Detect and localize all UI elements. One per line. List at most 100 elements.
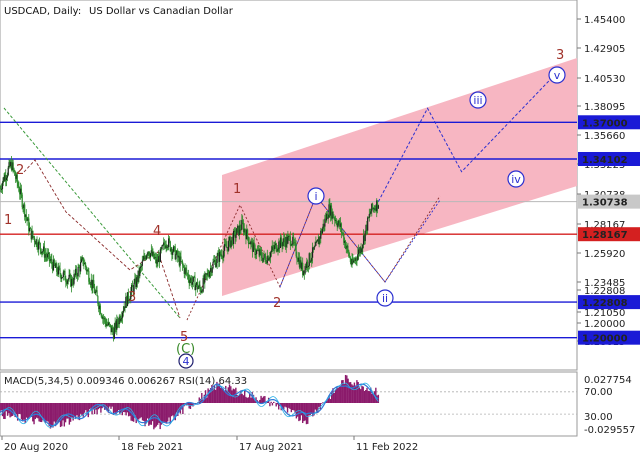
candle-body (338, 220, 340, 224)
candle-body (296, 256, 298, 260)
candle-body (121, 312, 124, 318)
candle-body (209, 268, 212, 272)
candle-body (200, 288, 202, 293)
candle-body (138, 270, 140, 277)
candle-body (158, 256, 161, 262)
candle-body (148, 251, 150, 256)
candle-body (32, 230, 34, 237)
candle-body (86, 270, 88, 272)
candle-body (257, 249, 259, 251)
candle-body (307, 261, 309, 267)
candle-body (211, 268, 213, 273)
candle-body (34, 242, 36, 245)
candle-body (221, 254, 223, 258)
candle-body (322, 223, 324, 229)
candle-body (304, 266, 306, 274)
candle-body (8, 162, 10, 168)
candle-body (337, 223, 339, 227)
candle-body (144, 257, 147, 260)
candle-body (308, 253, 310, 266)
candle-body (255, 254, 257, 255)
candle-body (302, 270, 305, 275)
candle-body (295, 244, 297, 257)
candle-body (213, 261, 215, 263)
candle-body (212, 262, 214, 269)
candle-body (351, 258, 353, 265)
candle-body (104, 318, 106, 323)
candle-body (67, 279, 69, 281)
candle-body (234, 230, 236, 238)
candle-body (192, 276, 194, 282)
candle-body (301, 262, 303, 269)
wave-label-red-4: 4 (153, 224, 161, 239)
candle-body (363, 235, 365, 242)
candle-body (274, 245, 276, 250)
candle-body (61, 277, 64, 278)
candle-body (333, 217, 335, 219)
candle-body (153, 251, 155, 259)
candle-body (205, 273, 207, 275)
candle-body (42, 246, 45, 252)
candle-body (145, 255, 148, 260)
candle-body (256, 250, 259, 251)
wave-label-green-c: (C) (176, 342, 195, 357)
candle-body (100, 313, 102, 316)
candle-body (42, 251, 44, 253)
candle-body (3, 177, 5, 181)
candle-body (217, 253, 219, 256)
candle-body (340, 223, 342, 232)
candle-body (151, 250, 153, 256)
candle-body (184, 268, 186, 274)
wave-label-blue-ii: ii (382, 292, 388, 305)
candle-body (195, 282, 198, 286)
candle-body (348, 256, 351, 258)
candle-body (230, 240, 232, 248)
candle-body (272, 246, 274, 248)
candle-body (122, 310, 124, 313)
candle-body (82, 257, 84, 264)
candle-body (182, 265, 185, 267)
candle-body (243, 228, 245, 233)
candle-body (140, 265, 143, 267)
candle-body (40, 248, 42, 254)
candle-body (68, 274, 70, 280)
candle-body (321, 228, 324, 234)
candle-body (334, 218, 336, 221)
candle-body (113, 327, 115, 339)
candle-body (367, 217, 370, 219)
candle-body (170, 248, 172, 251)
wave-label-blue-iii: iii (473, 94, 482, 107)
price-tick-label: 1.20000 (584, 319, 625, 330)
price-badge-label: 1.37000 (582, 118, 628, 129)
candle-body (19, 191, 21, 195)
candle-body (146, 254, 148, 256)
candle-body (69, 274, 71, 276)
candle-body (220, 254, 222, 256)
candle-body (329, 204, 331, 216)
wave-circle (376, 289, 394, 307)
candle-body (214, 260, 216, 262)
candle-body (117, 323, 120, 325)
candle-body (297, 259, 299, 262)
candle-body (339, 220, 341, 227)
candle-body (99, 305, 101, 314)
candle-body (238, 225, 240, 236)
candle-body (362, 244, 364, 249)
wave-circle (307, 187, 325, 205)
candle-body (95, 290, 97, 292)
candle-body (136, 277, 138, 282)
wave-line-blue-minor (279, 195, 441, 288)
candle-body (49, 260, 51, 262)
candle-body (358, 249, 360, 255)
candle-body (157, 259, 159, 263)
candle-body (83, 263, 85, 265)
candle-body (359, 247, 361, 254)
candle-body (97, 296, 99, 305)
candle-body (37, 247, 39, 250)
price-tick-label: 1.25920 (584, 249, 625, 260)
candle-body (251, 241, 253, 242)
candle-body (180, 256, 182, 262)
candle-body (133, 282, 135, 293)
price-tick-label: 1.28167 (584, 220, 625, 231)
candle-body (174, 246, 176, 260)
